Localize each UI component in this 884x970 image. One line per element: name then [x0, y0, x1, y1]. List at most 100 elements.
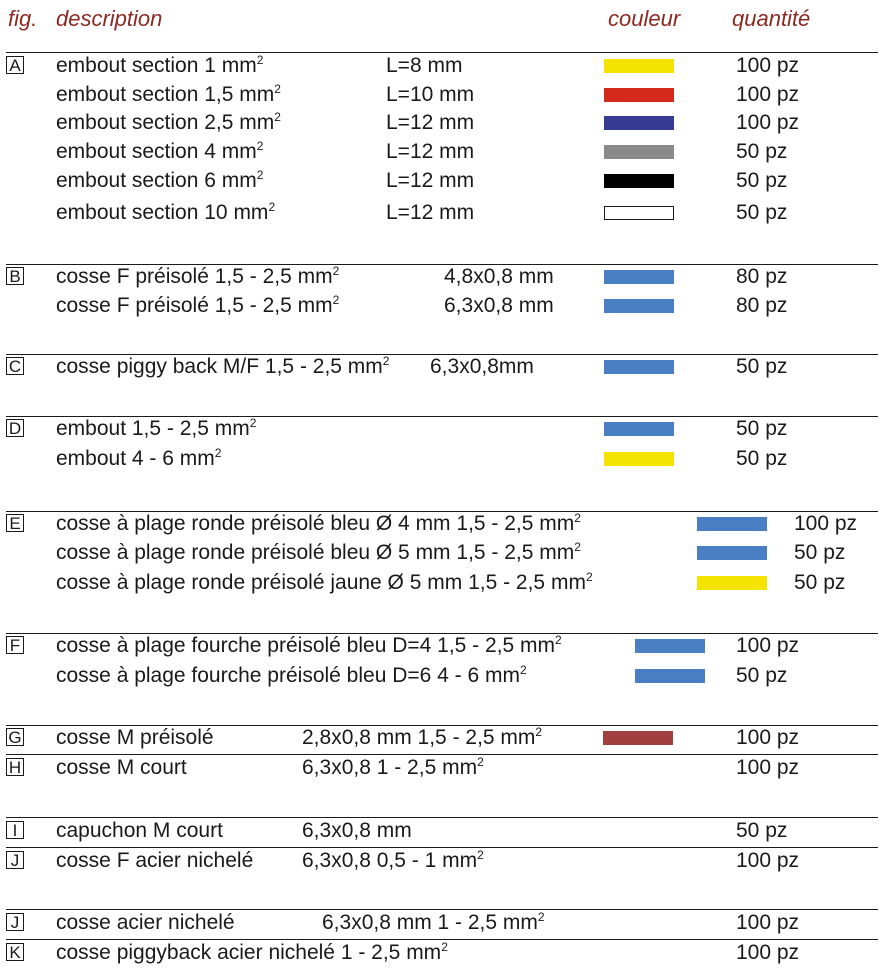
quantity-text: 100 pz	[736, 634, 800, 657]
description-text: embout section 6 mm2	[56, 168, 264, 192]
quantity-text: 100 pz	[736, 111, 800, 134]
figure-letter-box: D	[6, 419, 24, 438]
quantity-text: 50 pz	[736, 140, 788, 163]
color-swatch	[603, 731, 673, 745]
quantity-text: 100 pz	[736, 726, 800, 749]
figure-letter-box: J	[6, 851, 24, 870]
table-row: cosse F préisolé 1,5 - 2,5 mm2 6,3x0,8 mm…	[0, 291, 884, 321]
section-divider	[6, 416, 878, 417]
figure-letter-box: E	[6, 514, 24, 533]
table-row: cosse à plage fourche préisolé bleu D=6 …	[0, 661, 884, 691]
section-divider	[6, 511, 878, 512]
quantity-text: 50 pz	[736, 664, 788, 687]
section-divider	[6, 847, 878, 848]
quantity-text: 50 pz	[736, 447, 788, 470]
color-swatch	[604, 145, 674, 159]
section-divider	[6, 939, 878, 940]
figure-letter-box: A	[6, 56, 24, 75]
description-text: embout section 2,5 mm2	[56, 110, 281, 134]
color-swatch	[604, 452, 674, 466]
header-description: description	[56, 6, 163, 31]
color-swatch	[604, 88, 674, 102]
dimension-text: 6,3x0,8 1 - 2,5 mm2	[302, 755, 484, 779]
quantity-text: 50 pz	[794, 541, 846, 564]
table-row: cosse à plage ronde préisolé jaune Ø 5 m…	[0, 568, 884, 598]
dimension-text: 6,3x0,8 mm	[302, 819, 412, 842]
description-text: cosse piggyback acier nichelé 1 - 2,5 mm…	[56, 940, 448, 964]
table-row: embout section 10 mm2 L=12 mm 50 pz	[0, 198, 884, 228]
quantity-text: 50 pz	[736, 201, 788, 224]
figure-letter-box: K	[6, 943, 24, 962]
description-text: cosse à plage fourche préisolé bleu D=4 …	[56, 633, 562, 657]
description-text: embout 4 - 6 mm2	[56, 446, 222, 470]
quantity-text: 100 pz	[736, 911, 800, 934]
figure-letter-box: J	[6, 913, 24, 932]
table-row: embout section 2,5 mm2 L=12 mm 100 pz	[0, 108, 884, 138]
description-text: cosse à plage ronde préisolé jaune Ø 5 m…	[56, 570, 593, 594]
dimension-text: 6,3x0,8 mm	[444, 294, 554, 317]
description-text: cosse à plage ronde préisolé bleu Ø 5 mm…	[56, 540, 581, 564]
description-text: cosse F préisolé 1,5 - 2,5 mm2	[56, 264, 340, 288]
quantity-text: 100 pz	[736, 941, 800, 964]
section-divider	[6, 52, 878, 53]
quantity-text: 100 pz	[736, 83, 800, 106]
header-fig: fig.	[8, 6, 38, 31]
description-text: embout section 10 mm2	[56, 200, 276, 224]
table-row: embout section 4 mm2 L=12 mm 50 pz	[0, 137, 884, 167]
quantity-text: 100 pz	[736, 849, 800, 872]
dimension-text: 6,3x0,8mm	[430, 355, 534, 378]
quantity-text: 50 pz	[736, 355, 788, 378]
color-swatch	[604, 116, 674, 130]
description-text: cosse à plage ronde préisolé bleu Ø 4 mm…	[56, 511, 581, 535]
description-text: cosse à plage fourche préisolé bleu D=6 …	[56, 663, 527, 687]
section-divider	[6, 754, 878, 755]
section-divider	[6, 264, 878, 265]
header-couleur: couleur	[608, 6, 681, 31]
quantity-text: 50 pz	[736, 819, 788, 842]
dimension-text: L=10 mm	[386, 83, 475, 106]
table-row: embout 4 - 6 mm2 50 pz	[0, 444, 884, 474]
section-divider	[6, 909, 878, 910]
figure-letter-box: C	[6, 357, 24, 376]
dimension-text: L=12 mm	[386, 140, 475, 163]
quantity-text: 100 pz	[736, 756, 800, 779]
section-divider	[6, 817, 878, 818]
quantity-text: 50 pz	[736, 169, 788, 192]
figure-letter-box: I	[6, 821, 24, 840]
dimension-text: L=12 mm	[386, 111, 475, 134]
color-swatch	[604, 422, 674, 436]
dimension-text: L=12 mm	[386, 169, 475, 192]
section-divider	[6, 725, 878, 726]
color-swatch	[635, 639, 705, 653]
section-divider	[6, 354, 878, 355]
dimension-text: L=12 mm	[386, 201, 475, 224]
description-text: embout 1,5 - 2,5 mm2	[56, 416, 257, 440]
section-divider	[6, 633, 878, 634]
description-text: embout section 4 mm2	[56, 139, 264, 163]
quantity-text: 100 pz	[794, 512, 858, 535]
color-swatch	[697, 517, 767, 531]
dimension-text: 6,3x0,8 mm 1 - 2,5 mm2	[322, 910, 545, 934]
description-text: cosse F préisolé 1,5 - 2,5 mm2	[56, 293, 340, 317]
table-row: cosse à plage ronde préisolé bleu Ø 5 mm…	[0, 538, 884, 568]
dimension-text: 4,8x0,8 mm	[444, 265, 554, 288]
quantity-text: 50 pz	[736, 417, 788, 440]
quantity-text: 80 pz	[736, 265, 788, 288]
color-swatch	[604, 360, 674, 374]
description-text: capuchon M court	[56, 819, 223, 842]
dimension-text: 2,8x0,8 mm 1,5 - 2,5 mm2	[302, 725, 543, 749]
table-row: embout section 1,5 mm2 L=10 mm 100 pz	[0, 80, 884, 110]
color-swatch	[635, 669, 705, 683]
description-text: embout section 1,5 mm2	[56, 82, 281, 106]
